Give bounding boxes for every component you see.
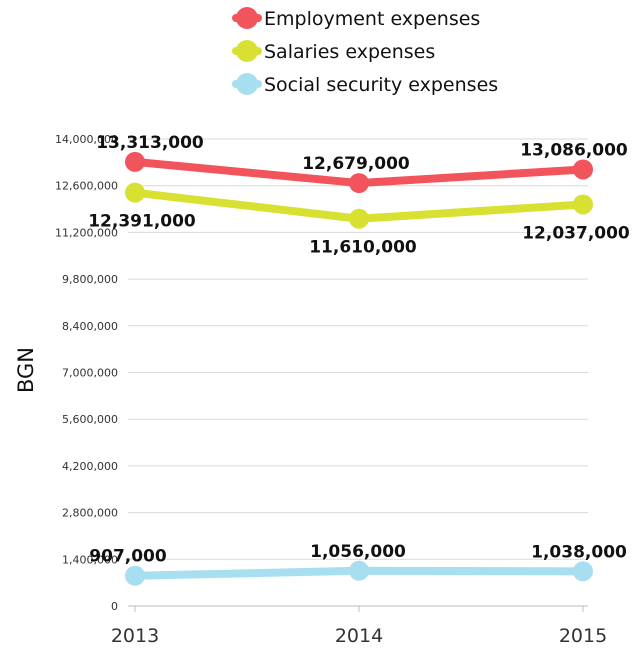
data-point <box>349 208 369 229</box>
x-tick-label: 2015 <box>559 625 607 647</box>
data-point <box>349 560 369 581</box>
y-tick-label: 11,200,000 <box>55 226 118 239</box>
data-label: 11,610,000 <box>309 238 417 258</box>
legend-label: Salaries expenses <box>264 41 435 63</box>
y-tick-label: 14,000,000 <box>55 133 118 146</box>
data-labels: 13,313,000 12,679,000 13,086,000 12,391,000… <box>88 133 630 567</box>
data-point <box>573 159 593 180</box>
data-label: 13,313,000 <box>96 133 204 153</box>
data-point <box>349 173 369 194</box>
y-tick-label: 7,000,000 <box>62 367 118 380</box>
y-tick-label: 12,600,000 <box>55 180 118 193</box>
data-point <box>125 151 145 172</box>
legend-swatch <box>236 40 258 62</box>
data-point <box>125 565 145 586</box>
y-tick-label: 4,200,000 <box>62 460 118 473</box>
axes: 0 1,400,000 2,800,000 4,200,000 5,600,000 7,0… <box>55 133 607 647</box>
grid-lines <box>128 138 588 607</box>
y-tick-label: 0 <box>111 600 118 613</box>
data-label: 1,056,000 <box>310 542 406 562</box>
legend-label: Social security expenses <box>264 74 498 96</box>
y-tick-label: 5,600,000 <box>62 413 118 426</box>
data-label: 13,086,000 <box>520 140 628 160</box>
legend: Employment expenses Salaries expenses Soci… <box>232 7 498 96</box>
y-tick-label: 8,400,000 <box>62 320 118 333</box>
data-point <box>573 194 593 215</box>
data-label: 1,038,000 <box>531 542 627 562</box>
y-tick-label: 1,400,000 <box>62 553 118 566</box>
data-label: 12,679,000 <box>302 154 410 174</box>
data-label: 907,000 <box>89 547 167 567</box>
x-tick-label: 2014 <box>335 625 383 647</box>
y-axis-label: BGN <box>14 347 38 393</box>
legend-label: Employment expenses <box>264 8 480 30</box>
series-lines <box>125 151 593 586</box>
legend-swatch <box>236 7 258 29</box>
legend-swatch <box>236 73 258 95</box>
data-label: 12,037,000 <box>522 223 630 243</box>
data-point <box>573 561 593 582</box>
y-tick-label: 9,800,000 <box>62 273 118 286</box>
data-label: 12,391,000 <box>88 212 196 232</box>
y-tick-label: 2,800,000 <box>62 507 118 520</box>
data-point <box>125 182 145 203</box>
x-tick-label: 2013 <box>111 625 159 647</box>
